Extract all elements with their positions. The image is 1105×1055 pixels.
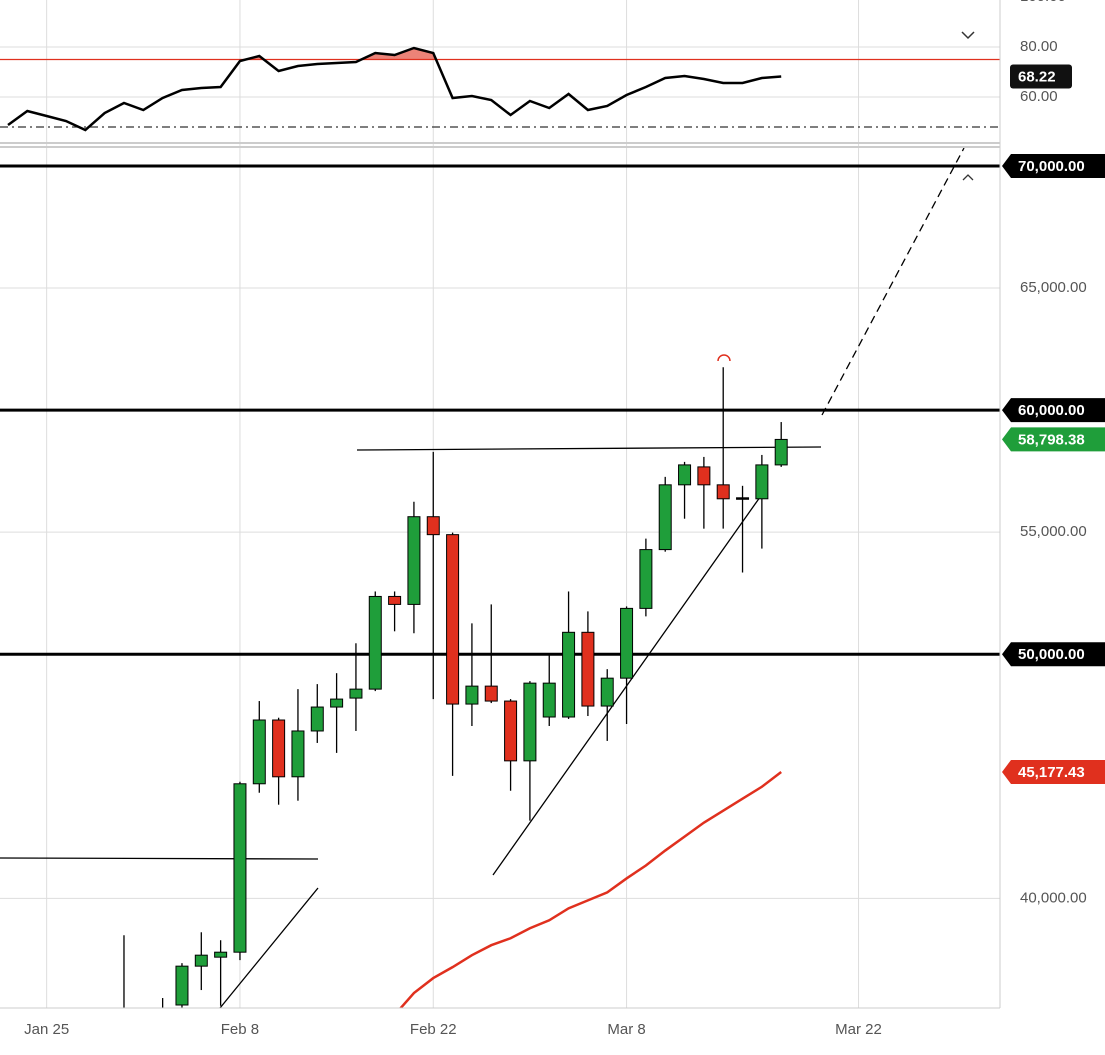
badge-shape — [1002, 642, 1105, 667]
candle-body — [484, 685, 498, 702]
candle-body — [504, 700, 518, 762]
candle-body — [600, 677, 614, 707]
candle-body — [542, 682, 556, 718]
candle-body — [465, 685, 479, 705]
x-tick-label: Jan 25 — [24, 1021, 69, 1038]
candle-body — [658, 484, 672, 551]
rsi-panel — [0, 46, 1000, 132]
rsi-badge: 68.22 — [1010, 64, 1072, 89]
candle-body — [272, 719, 286, 778]
y-tick-label: 55,000.00 — [1020, 523, 1087, 540]
badge-label: 58,798.38 — [1018, 431, 1085, 448]
projection-line — [821, 148, 965, 416]
candle-body — [194, 954, 208, 967]
candle-body — [562, 631, 576, 718]
price-badge: 50,000.00 — [1002, 642, 1105, 667]
candle-body — [407, 516, 421, 605]
x-tick-label: Feb 8 — [221, 1021, 259, 1038]
candle-body — [774, 438, 788, 466]
badge-shape — [1002, 427, 1105, 452]
candle-body — [330, 698, 344, 708]
collapse-icon[interactable] — [961, 31, 975, 40]
x-tick-label: Mar 22 — [835, 1021, 882, 1038]
badge-label: 60,000.00 — [1018, 402, 1085, 419]
high-marker — [717, 354, 731, 362]
rsi-line — [7, 46, 782, 132]
x-tick-label: Feb 22 — [410, 1021, 457, 1038]
candle-body — [523, 682, 537, 762]
price-badge: 60,000.00 — [1002, 398, 1105, 423]
badge-shape — [1002, 153, 1105, 178]
trend-line — [0, 857, 319, 860]
price-badge: 70,000.00 — [1002, 153, 1105, 178]
candle-body — [349, 688, 363, 699]
badge-label: 45,177.43 — [1018, 764, 1085, 781]
candle-body — [214, 951, 228, 958]
candle-body — [639, 549, 653, 609]
candle-body — [697, 466, 711, 486]
moving-average — [399, 770, 782, 1008]
y-tick-label: 100.00 — [1020, 0, 1066, 5]
y-tick-label: 80.00 — [1020, 38, 1058, 55]
price-badge: 58,798.38 — [1002, 427, 1105, 452]
badge-label: 70,000.00 — [1018, 158, 1085, 175]
trend-line — [219, 887, 319, 1008]
candle-body — [581, 631, 595, 707]
candle-body — [446, 534, 460, 705]
badge-shape — [1002, 398, 1105, 423]
candle-body — [678, 464, 692, 486]
candle-body — [368, 595, 382, 690]
x-tick-label: Mar 8 — [607, 1021, 645, 1038]
candle-body — [716, 484, 730, 500]
candle-body — [310, 706, 324, 732]
scroll-up-icon[interactable] — [962, 174, 974, 181]
candle-body — [291, 730, 305, 778]
candle-body — [175, 965, 189, 1006]
candle-body — [388, 595, 402, 605]
y-tick-label: 60.00 — [1020, 88, 1058, 105]
candle-body — [620, 607, 634, 679]
y-tick-label: 65,000.00 — [1020, 279, 1087, 296]
candle-body — [233, 783, 247, 953]
badge-shape — [1010, 64, 1072, 89]
candle-body — [755, 464, 769, 500]
candle-body — [736, 497, 750, 500]
badge-shape — [1002, 759, 1105, 784]
trend-line — [492, 489, 766, 876]
label-layer: 100.00 80.00 60.00 68.22 40,000.00 55,000.00 6… — [24, 0, 1105, 1038]
badge-label: 68.22 — [1018, 68, 1056, 85]
y-tick-label: 40,000.00 — [1020, 889, 1087, 906]
overbought-area — [8, 48, 782, 60]
price-badge: 45,177.43 — [1002, 759, 1105, 784]
trend-line — [356, 446, 822, 451]
badge-label: 50,000.00 — [1018, 646, 1085, 663]
price-panel — [0, 148, 1000, 1008]
candle-body — [426, 516, 440, 536]
candle-body — [252, 719, 266, 785]
